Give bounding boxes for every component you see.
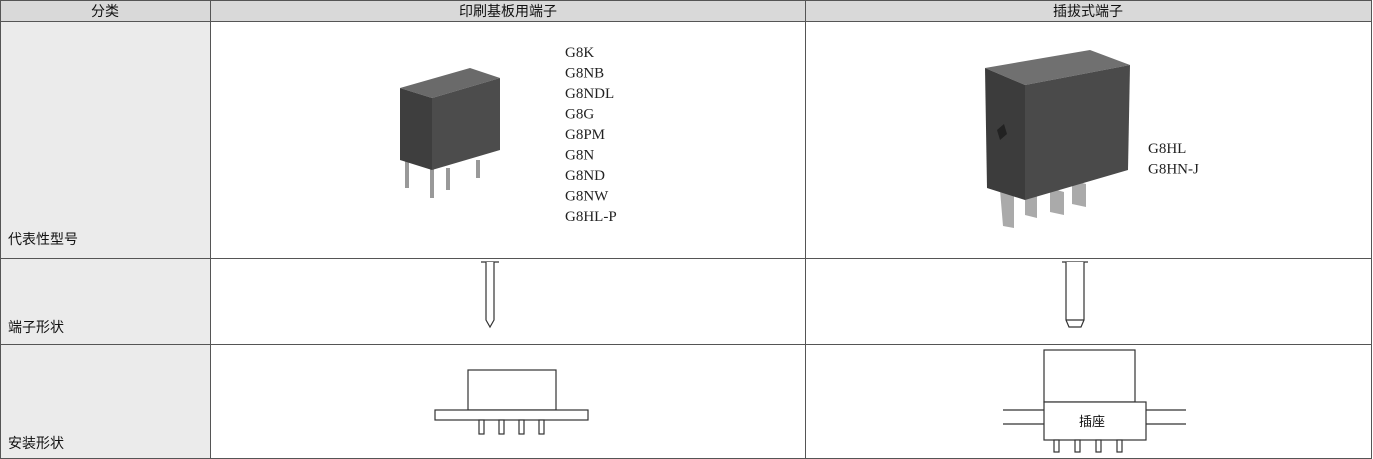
model-name: G8NW: [565, 189, 609, 205]
row-label: 代表性型号: [8, 232, 78, 248]
plugin-mount-drawing: 插座: [1003, 349, 1186, 453]
header-cell: 印刷基板用端子: [459, 3, 557, 20]
header-bg: [0, 0, 1372, 21]
socket-label: 插座: [1079, 415, 1105, 430]
header-cell: 插拔式端子: [1053, 4, 1123, 20]
plugin-relay-image: [985, 50, 1130, 228]
row-label: 安装形状: [8, 436, 64, 452]
model-list: G8K G8NB G8NDL G8G G8PM G8N G8ND G8NW G8HL-P: [565, 45, 617, 225]
pcb-mount-drawing: [434, 369, 589, 435]
pcb-terminal-drawing: [481, 261, 499, 329]
model-name: G8PM: [565, 127, 605, 143]
model-name: G8NB: [565, 66, 604, 82]
model-name: G8HL: [1148, 141, 1186, 157]
header-cell: 分类: [91, 4, 119, 20]
model-name: G8G: [565, 107, 594, 123]
row-label: 端子形状: [8, 320, 64, 336]
model-name: G8ND: [565, 168, 605, 184]
model-name: G8N: [565, 148, 594, 164]
model-list: G8HL G8HN-J: [1148, 141, 1199, 178]
model-name: G8HN-J: [1148, 162, 1199, 178]
pcb-relay-image: [400, 68, 500, 198]
label-col-bg: [0, 21, 210, 459]
model-name: G8HL-P: [565, 209, 617, 225]
model-name: G8K: [565, 45, 594, 61]
model-name: G8NDL: [565, 86, 614, 102]
plugin-terminal-drawing: [1062, 261, 1088, 328]
